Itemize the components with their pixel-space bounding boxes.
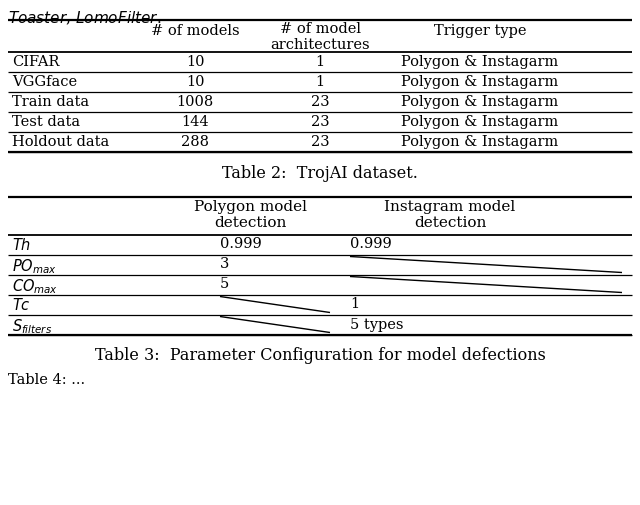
- Text: 0.999: 0.999: [350, 237, 392, 251]
- Text: Polygon & Instagarm: Polygon & Instagarm: [401, 95, 559, 109]
- Text: VGGface: VGGface: [12, 75, 77, 89]
- Text: Polygon model
detection: Polygon model detection: [193, 199, 307, 230]
- Text: 5: 5: [220, 278, 229, 291]
- Text: 1: 1: [316, 75, 324, 89]
- Text: Train data: Train data: [12, 95, 89, 109]
- Text: 23: 23: [310, 95, 330, 109]
- Text: Test data: Test data: [12, 115, 80, 129]
- Text: Table 2:  TrojAI dataset.: Table 2: TrojAI dataset.: [222, 165, 418, 182]
- Text: Table 3:  Parameter Configuration for model defections: Table 3: Parameter Configuration for mod…: [95, 347, 545, 365]
- Text: 1008: 1008: [177, 95, 214, 109]
- Text: 1: 1: [316, 55, 324, 69]
- Text: 23: 23: [310, 115, 330, 129]
- Text: Trigger type: Trigger type: [434, 24, 526, 38]
- Text: Instagram model
detection: Instagram model detection: [385, 199, 516, 230]
- Text: $\mathit{PO}_{max}$: $\mathit{PO}_{max}$: [12, 258, 57, 276]
- Text: 144: 144: [181, 115, 209, 129]
- Text: 10: 10: [186, 55, 204, 69]
- Text: 0.999: 0.999: [220, 237, 262, 251]
- Text: 288: 288: [181, 135, 209, 149]
- Text: 23: 23: [310, 135, 330, 149]
- Text: $\mathit{CO}_{max}$: $\mathit{CO}_{max}$: [12, 278, 58, 296]
- Text: 3: 3: [220, 258, 229, 272]
- Text: $S_{filters}$: $S_{filters}$: [12, 318, 52, 336]
- Text: Polygon & Instagarm: Polygon & Instagarm: [401, 135, 559, 149]
- Text: 5 types: 5 types: [350, 318, 403, 331]
- Text: Polygon & Instagarm: Polygon & Instagarm: [401, 55, 559, 69]
- Text: CIFAR: CIFAR: [12, 55, 60, 69]
- Text: Polygon & Instagarm: Polygon & Instagarm: [401, 75, 559, 89]
- Text: Polygon & Instagarm: Polygon & Instagarm: [401, 115, 559, 129]
- Text: $\mathit{Th}$: $\mathit{Th}$: [12, 237, 31, 254]
- Text: $\mathit{Toaster}$, $\mathit{LomoFilter}$.: $\mathit{Toaster}$, $\mathit{LomoFilter}…: [8, 10, 161, 27]
- Text: # of models: # of models: [150, 24, 239, 38]
- Text: 1: 1: [350, 297, 359, 312]
- Text: 10: 10: [186, 75, 204, 89]
- Text: Table 4: ...: Table 4: ...: [8, 373, 85, 387]
- Text: Holdout data: Holdout data: [12, 135, 109, 149]
- Text: $\mathit{Tc}$: $\mathit{Tc}$: [12, 297, 31, 314]
- Text: # of model
architectures: # of model architectures: [270, 22, 370, 52]
